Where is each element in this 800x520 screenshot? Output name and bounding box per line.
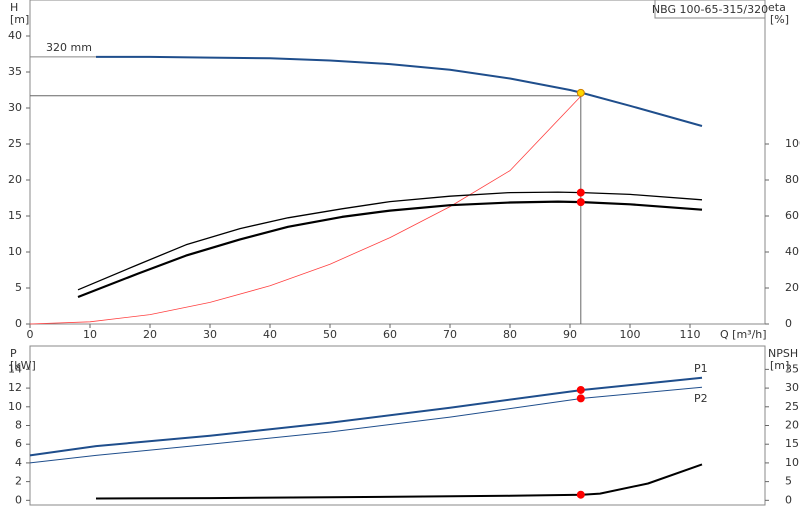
y2-tick-label: 35 (785, 362, 799, 375)
operating-point (576, 385, 585, 394)
y2-tick-label: 0 (785, 493, 792, 506)
curve-label: 320 mm (46, 41, 92, 54)
x-tick-label: 10 (83, 328, 97, 341)
y-tick-label: 10 (8, 400, 22, 413)
x-axis-label: Q [m³/h] (720, 328, 767, 341)
curve-label: P2 (694, 392, 708, 405)
y2-tick-label: 80 (785, 173, 799, 186)
curve (95, 463, 703, 500)
chart-title: NBG 100-65-315/320 (652, 3, 768, 16)
y-tick-label: 5 (15, 281, 22, 294)
y2-tick-label: 20 (785, 419, 799, 432)
y-tick-label: 10 (8, 245, 22, 258)
y2-tick-label: 0 (785, 317, 792, 330)
y-tick-label: 12 (8, 381, 22, 394)
y-axis-label: P (10, 347, 17, 360)
y2-axis-label: eta (768, 1, 786, 14)
x-tick-label: 110 (680, 328, 701, 341)
y-tick-label: 8 (15, 419, 22, 432)
y-tick-label: 20 (8, 173, 22, 186)
operating-point (576, 490, 585, 499)
y2-tick-label: 100 (785, 137, 800, 150)
curve (29, 386, 703, 464)
y-tick-label: 0 (15, 493, 22, 506)
y2-tick-label: 5 (785, 475, 792, 488)
operating-point (576, 198, 585, 207)
curve (29, 94, 583, 325)
y-axis-unit: [m] (10, 13, 29, 26)
y2-tick-label: 15 (785, 437, 799, 450)
x-tick-label: 20 (143, 328, 157, 341)
y-tick-label: 35 (8, 65, 22, 78)
y-tick-label: 40 (8, 29, 22, 42)
x-tick-label: 100 (620, 328, 641, 341)
y2-tick-label: 25 (785, 400, 799, 413)
y2-axis-unit: [%] (770, 13, 789, 26)
y-tick-label: 2 (15, 475, 22, 488)
curve-label: P1 (694, 362, 708, 375)
operating-point (576, 188, 585, 197)
curve (77, 191, 703, 291)
y-tick-label: 0 (15, 317, 22, 330)
x-tick-label: 30 (203, 328, 217, 341)
y2-tick-label: 40 (785, 245, 799, 258)
curve (77, 200, 703, 299)
operating-point (576, 394, 585, 403)
plot-frame (29, 0, 766, 325)
operating-point (576, 88, 585, 97)
y-tick-label: 14 (8, 362, 22, 375)
y-tick-label: 6 (15, 437, 22, 450)
y-axis-unit: [kW] (10, 359, 36, 372)
y2-tick-label: 10 (785, 456, 799, 469)
title-box (654, 0, 766, 19)
x-tick-label: 40 (263, 328, 277, 341)
x-tick-label: 50 (323, 328, 337, 341)
y-tick-label: 15 (8, 209, 22, 222)
x-tick-label: 70 (443, 328, 457, 341)
x-tick-label: 90 (563, 328, 577, 341)
y-tick-label: 4 (15, 456, 22, 469)
x-tick-label: 0 (27, 328, 34, 341)
y2-tick-label: 60 (785, 209, 799, 222)
y-tick-label: 25 (8, 137, 22, 150)
y2-axis-unit: [m] (770, 359, 789, 372)
y2-tick-label: 30 (785, 381, 799, 394)
x-tick-label: 60 (383, 328, 397, 341)
y-axis-label: H (10, 1, 18, 14)
curve (29, 376, 703, 457)
y-tick-label: 30 (8, 101, 22, 114)
x-tick-label: 80 (503, 328, 517, 341)
y2-tick-label: 20 (785, 281, 799, 294)
curve (96, 55, 703, 127)
y2-axis-label: NPSH (768, 347, 798, 360)
